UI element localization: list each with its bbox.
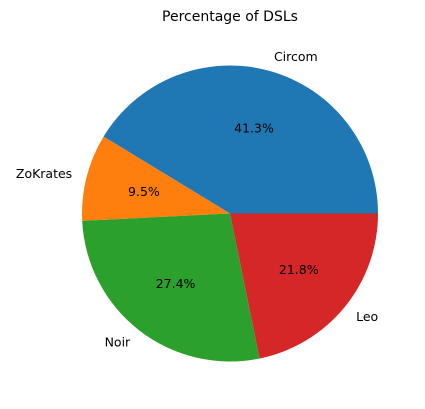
chart-title: Percentage of DSLs [162, 9, 298, 25]
pie-slice-zokrates [81, 136, 230, 221]
category-label-circom: Circom [274, 49, 318, 64]
pie-slice-leo [230, 213, 378, 359]
category-label-noir: Noir [105, 335, 131, 350]
pie-slice-noir [82, 213, 260, 362]
percentage-label-leo: 21.8% [279, 262, 319, 277]
category-label-zokrates: ZoKrates [16, 166, 72, 181]
category-labels: Circom ZoKrates Noir Leo [16, 49, 378, 349]
percentage-label-noir: 27.4% [156, 276, 196, 291]
category-label-leo: Leo [356, 309, 378, 324]
percentage-label-zokrates: 9.5% [128, 184, 160, 199]
percentage-label-circom: 41.3% [234, 120, 274, 135]
percentage-labels: 41.3% 9.5% 27.4% 21.8% [128, 120, 319, 291]
pie-slices [81, 65, 378, 362]
pie-slice-circom [103, 65, 378, 214]
